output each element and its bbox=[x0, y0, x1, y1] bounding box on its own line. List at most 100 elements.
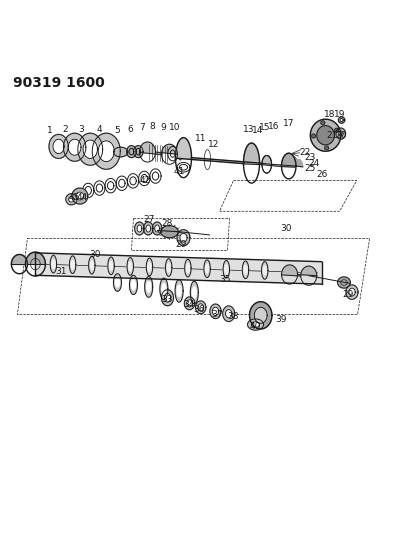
Text: 19: 19 bbox=[334, 110, 345, 119]
Text: 6: 6 bbox=[127, 125, 133, 134]
Polygon shape bbox=[226, 310, 232, 318]
Polygon shape bbox=[177, 285, 181, 296]
Polygon shape bbox=[83, 140, 98, 158]
Text: 15: 15 bbox=[259, 123, 270, 132]
Polygon shape bbox=[133, 146, 143, 158]
Polygon shape bbox=[251, 322, 260, 327]
Polygon shape bbox=[336, 128, 346, 139]
Polygon shape bbox=[114, 147, 128, 157]
Polygon shape bbox=[127, 146, 136, 158]
Polygon shape bbox=[53, 139, 64, 154]
Text: 24: 24 bbox=[308, 159, 319, 168]
Polygon shape bbox=[167, 263, 170, 272]
Polygon shape bbox=[139, 142, 177, 155]
Polygon shape bbox=[180, 233, 187, 242]
Polygon shape bbox=[349, 288, 355, 296]
Polygon shape bbox=[146, 258, 153, 276]
Text: 17: 17 bbox=[283, 119, 295, 128]
Polygon shape bbox=[325, 146, 328, 150]
Polygon shape bbox=[143, 222, 153, 235]
Polygon shape bbox=[282, 154, 303, 167]
Polygon shape bbox=[198, 304, 204, 311]
Polygon shape bbox=[90, 261, 93, 270]
Polygon shape bbox=[164, 293, 171, 302]
Text: 38: 38 bbox=[228, 312, 239, 321]
Polygon shape bbox=[247, 319, 264, 330]
Polygon shape bbox=[177, 230, 190, 246]
Polygon shape bbox=[69, 256, 76, 273]
Text: 36: 36 bbox=[194, 305, 205, 314]
Polygon shape bbox=[66, 193, 77, 205]
Text: 33: 33 bbox=[162, 295, 173, 304]
Text: 8: 8 bbox=[150, 122, 156, 131]
Polygon shape bbox=[334, 128, 339, 132]
Text: 90319 1600: 90319 1600 bbox=[13, 76, 105, 91]
Text: 1: 1 bbox=[46, 126, 52, 135]
Polygon shape bbox=[223, 306, 235, 321]
Polygon shape bbox=[89, 256, 95, 274]
Polygon shape bbox=[195, 301, 206, 314]
Polygon shape bbox=[317, 126, 334, 145]
Text: 9: 9 bbox=[161, 123, 166, 132]
Text: 22: 22 bbox=[299, 148, 310, 157]
Polygon shape bbox=[339, 117, 345, 123]
Polygon shape bbox=[155, 225, 160, 232]
Polygon shape bbox=[192, 287, 196, 298]
Polygon shape bbox=[312, 134, 316, 138]
Text: 31: 31 bbox=[55, 267, 66, 276]
Polygon shape bbox=[108, 257, 114, 274]
Polygon shape bbox=[72, 188, 88, 204]
Text: 40: 40 bbox=[250, 322, 261, 331]
Polygon shape bbox=[148, 263, 151, 271]
Polygon shape bbox=[129, 276, 137, 295]
Polygon shape bbox=[69, 197, 74, 202]
Polygon shape bbox=[114, 274, 121, 292]
Polygon shape bbox=[52, 260, 55, 269]
Polygon shape bbox=[92, 133, 120, 169]
Polygon shape bbox=[78, 133, 103, 165]
Polygon shape bbox=[310, 119, 341, 151]
Polygon shape bbox=[204, 260, 210, 278]
Polygon shape bbox=[162, 284, 166, 294]
Text: 11: 11 bbox=[195, 134, 206, 143]
Polygon shape bbox=[175, 138, 260, 164]
Text: 21: 21 bbox=[326, 131, 338, 140]
Text: 30: 30 bbox=[280, 224, 291, 233]
Text: 42: 42 bbox=[140, 176, 151, 185]
Text: 16: 16 bbox=[268, 122, 279, 131]
Polygon shape bbox=[190, 281, 198, 304]
Polygon shape bbox=[263, 266, 266, 275]
Polygon shape bbox=[145, 277, 153, 297]
Polygon shape bbox=[212, 307, 219, 316]
Text: 44: 44 bbox=[77, 193, 88, 202]
Polygon shape bbox=[115, 278, 119, 287]
Text: 4: 4 bbox=[97, 125, 102, 134]
Polygon shape bbox=[49, 134, 68, 158]
Polygon shape bbox=[35, 253, 322, 284]
Polygon shape bbox=[254, 308, 267, 324]
Text: 14: 14 bbox=[252, 126, 264, 135]
Text: 30: 30 bbox=[90, 250, 101, 259]
Polygon shape bbox=[249, 302, 272, 329]
Polygon shape bbox=[161, 225, 178, 238]
Polygon shape bbox=[340, 118, 343, 122]
Polygon shape bbox=[68, 139, 81, 155]
Text: 35: 35 bbox=[220, 275, 231, 284]
Polygon shape bbox=[147, 282, 151, 292]
Polygon shape bbox=[282, 265, 317, 276]
Polygon shape bbox=[210, 304, 221, 319]
Text: 37: 37 bbox=[212, 310, 223, 319]
Text: 29: 29 bbox=[342, 290, 353, 299]
Polygon shape bbox=[242, 261, 249, 279]
Polygon shape bbox=[184, 297, 195, 310]
Polygon shape bbox=[262, 154, 296, 167]
Polygon shape bbox=[127, 257, 133, 275]
Text: 3: 3 bbox=[79, 125, 84, 134]
Polygon shape bbox=[187, 300, 192, 307]
Text: 23: 23 bbox=[305, 153, 316, 162]
Polygon shape bbox=[346, 285, 358, 300]
Polygon shape bbox=[160, 278, 168, 300]
Polygon shape bbox=[63, 133, 86, 161]
Polygon shape bbox=[243, 143, 272, 165]
Polygon shape bbox=[131, 280, 135, 290]
